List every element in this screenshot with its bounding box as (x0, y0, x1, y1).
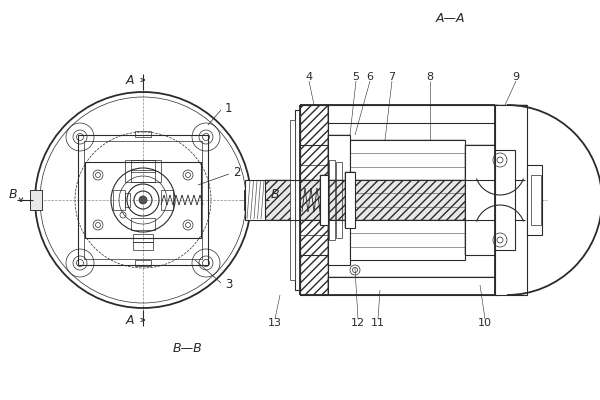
Bar (336, 162, 342, 238)
Text: A: A (125, 314, 134, 326)
Text: B: B (8, 188, 17, 200)
Bar (350, 140, 465, 200)
Bar (531, 175, 541, 225)
Bar (465, 145, 495, 255)
Bar (495, 105, 527, 295)
Text: 9: 9 (512, 72, 520, 82)
Text: 12: 12 (351, 318, 365, 328)
Text: A: A (125, 74, 134, 86)
Bar (131, 160, 155, 172)
Bar (30, 190, 42, 210)
Bar (328, 277, 498, 295)
Bar (265, 180, 525, 220)
Bar (244, 190, 256, 210)
Bar (345, 172, 355, 228)
Bar (350, 200, 465, 260)
Bar (135, 260, 151, 266)
Bar (133, 234, 153, 242)
Bar (290, 120, 295, 280)
Text: B: B (271, 188, 280, 200)
Bar (131, 218, 155, 230)
Bar (135, 131, 151, 137)
Bar (113, 190, 125, 210)
Text: 6: 6 (367, 72, 373, 82)
Bar (328, 105, 498, 123)
Bar (328, 135, 350, 265)
Text: 1: 1 (225, 102, 233, 114)
Text: 4: 4 (305, 72, 313, 82)
Bar (300, 105, 328, 295)
Bar (125, 193, 130, 207)
Bar (125, 160, 161, 182)
Bar (495, 150, 515, 250)
Bar (465, 145, 495, 255)
Bar (161, 190, 173, 210)
Bar (328, 135, 350, 265)
Bar (244, 190, 256, 210)
Text: 10: 10 (478, 318, 492, 328)
Bar (131, 170, 155, 182)
Circle shape (139, 196, 147, 204)
Bar (350, 200, 465, 260)
Bar (328, 277, 498, 295)
Text: A—A: A—A (435, 12, 465, 24)
Bar (85, 162, 201, 238)
Bar (350, 140, 465, 200)
Text: 13: 13 (268, 318, 282, 328)
Bar (300, 105, 328, 295)
Bar (245, 180, 265, 220)
Text: 2: 2 (233, 166, 241, 178)
Bar (345, 172, 355, 228)
Bar (527, 165, 542, 235)
Bar (320, 175, 328, 225)
Text: 7: 7 (388, 72, 395, 82)
Text: 11: 11 (371, 318, 385, 328)
Text: 8: 8 (427, 72, 434, 82)
Bar (84, 141, 202, 259)
Text: 5: 5 (353, 72, 359, 82)
Bar (295, 110, 300, 290)
Bar (328, 105, 498, 123)
Bar (133, 242, 153, 250)
Text: 3: 3 (225, 278, 232, 292)
Bar (320, 175, 328, 225)
Bar (329, 160, 335, 240)
Bar (265, 180, 525, 220)
Bar (495, 105, 527, 295)
Bar (78, 135, 208, 265)
Text: B—B: B—B (173, 342, 203, 354)
Bar (30, 190, 42, 210)
